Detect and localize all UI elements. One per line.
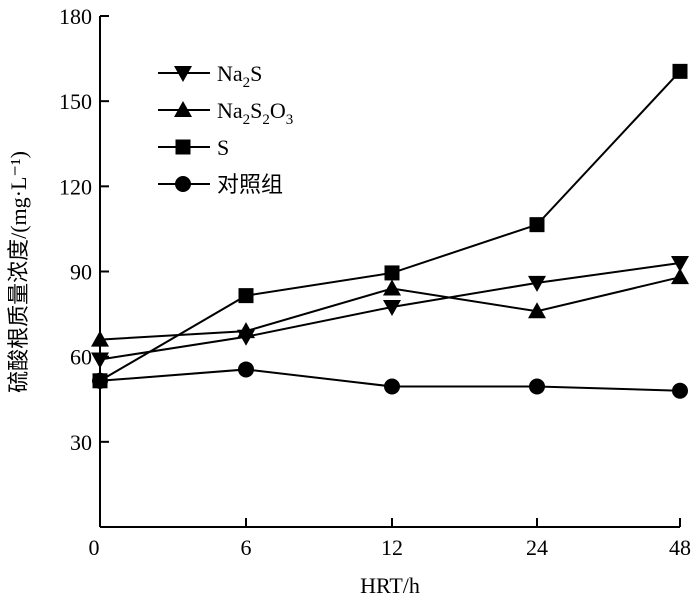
legend-label: Na2S2O3 bbox=[217, 98, 293, 128]
y-origin-tick-label: 0 bbox=[89, 535, 100, 560]
legend-label-part: 2 bbox=[262, 112, 270, 128]
data-point-square bbox=[384, 265, 400, 281]
legend-marker-triangle-up bbox=[174, 101, 192, 117]
y-tick-label: 180 bbox=[59, 4, 92, 29]
data-point-triangle-up bbox=[383, 279, 401, 296]
data-point-triangle-down bbox=[528, 275, 546, 292]
data-point-triangle-up bbox=[671, 268, 689, 285]
x-axis-title: HRT/h bbox=[360, 573, 420, 598]
x-tick-label: 12 bbox=[381, 535, 403, 560]
data-point-triangle-up bbox=[91, 330, 109, 347]
legend-label-part: 对照组 bbox=[217, 172, 283, 197]
x-tick-label: 24 bbox=[526, 535, 548, 560]
legend-label-part: Na bbox=[217, 61, 243, 86]
y-tick-label: 90 bbox=[70, 260, 92, 285]
series-1 bbox=[91, 268, 689, 347]
legend-marker-square bbox=[175, 139, 191, 155]
x-ticks: 6 12 24 48 bbox=[241, 518, 691, 560]
data-point-square bbox=[238, 288, 254, 304]
y-ticks: 30 60 90 120 150 180 bbox=[59, 4, 109, 455]
legend-label-part: 3 bbox=[286, 112, 294, 128]
x-tick-label: 6 bbox=[241, 535, 252, 560]
series-2 bbox=[92, 63, 688, 389]
legend-label: Na2S bbox=[217, 61, 262, 91]
y-axis-title: 硫酸根质量浓度/(mg·L⁻¹) bbox=[6, 151, 31, 393]
legend-label-part: O bbox=[270, 98, 286, 123]
legend-entry: Na2S bbox=[158, 61, 262, 91]
legend-marker-triangle-down bbox=[174, 66, 192, 82]
data-point-circle bbox=[384, 378, 400, 395]
data-point-triangle-down bbox=[383, 299, 401, 316]
series-layer bbox=[91, 63, 689, 399]
legend-label-part: S bbox=[217, 135, 229, 160]
data-point-circle bbox=[672, 382, 688, 399]
x-tick-label: 48 bbox=[669, 535, 691, 560]
legend-marker-circle bbox=[175, 176, 191, 192]
legend-label-part: S bbox=[250, 61, 262, 86]
y-tick-label: 30 bbox=[70, 430, 92, 455]
data-point-triangle-up bbox=[237, 322, 255, 339]
legend-label-part: 2 bbox=[243, 112, 251, 128]
legend-label-part: Na bbox=[217, 98, 243, 123]
data-point-triangle-up bbox=[528, 302, 546, 319]
y-tick-label: 120 bbox=[59, 174, 92, 199]
data-point-circle bbox=[92, 372, 108, 389]
legend-entry: S bbox=[158, 135, 229, 160]
data-point-circle bbox=[529, 378, 545, 395]
legend-entry: 对照组 bbox=[158, 172, 283, 197]
y-tick-label: 60 bbox=[70, 345, 92, 370]
legend-label: 对照组 bbox=[217, 172, 283, 197]
data-point-triangle-down bbox=[671, 255, 689, 272]
legend-label: S bbox=[217, 135, 229, 160]
legend-label-part: S bbox=[250, 98, 262, 123]
data-point-square bbox=[672, 63, 688, 79]
series-3 bbox=[92, 361, 688, 399]
data-point-square bbox=[529, 217, 545, 233]
legend-entry: Na2S2O3 bbox=[158, 98, 293, 128]
data-point-triangle-down bbox=[91, 352, 109, 369]
legend-label-part: 2 bbox=[243, 75, 251, 91]
y-tick-label: 150 bbox=[59, 89, 92, 114]
data-point-circle bbox=[238, 361, 254, 378]
